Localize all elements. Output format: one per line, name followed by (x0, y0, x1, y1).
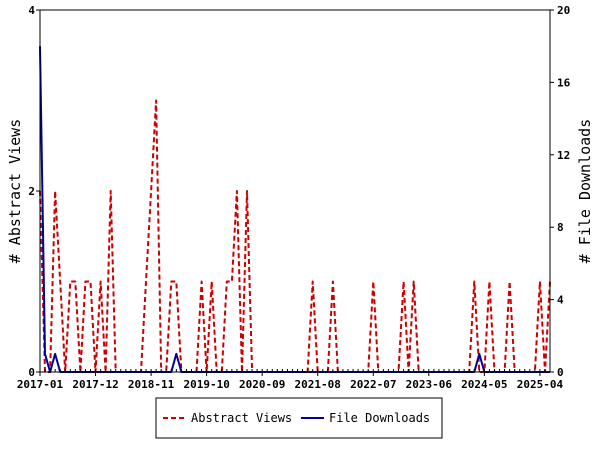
x-tick-label: 2017-12 (72, 378, 118, 391)
y-right-tick-label: 8 (557, 221, 564, 234)
x-tick-label: 2022-07 (350, 378, 396, 391)
axis-layer: 2017-01 2017-12 2018-11 2019-10 2020-09 2021-… (17, 4, 571, 391)
y-axis-left-title: # Abstract Views (6, 119, 24, 264)
y-right-tick-label: 4 (557, 294, 564, 307)
legend-label-abstract-views: Abstract Views (191, 411, 292, 425)
y-right-tick-label: 20 (557, 4, 570, 17)
x-tick-label: 2025-04 (517, 378, 564, 391)
y-left-tick-label: 0 (28, 366, 35, 379)
y-right-tick-label: 12 (557, 149, 570, 162)
legend-box (155, 397, 443, 439)
x-tick-label: 2023-06 (406, 378, 453, 391)
y-left-tick-label: 4 (28, 4, 35, 17)
legend-label-file-downloads: File Downloads (329, 411, 430, 425)
legend: Abstract Views File Downloads (155, 397, 443, 439)
x-tick-label: 2017-01 (17, 378, 64, 391)
x-tick-label: 2020-09 (239, 378, 285, 391)
y-left-tick-label: 2 (28, 185, 35, 198)
y-axis-right-title: # File Downloads (576, 119, 594, 264)
y-right-tick-label: 16 (557, 76, 571, 89)
x-tick-label: 2018-11 (128, 378, 175, 391)
x-tick-label: 2024-05 (461, 378, 507, 391)
x-tick-label: 2019-10 (183, 378, 229, 391)
x-tick-label: 2021-08 (295, 378, 341, 391)
y-right-tick-label: 0 (557, 366, 564, 379)
